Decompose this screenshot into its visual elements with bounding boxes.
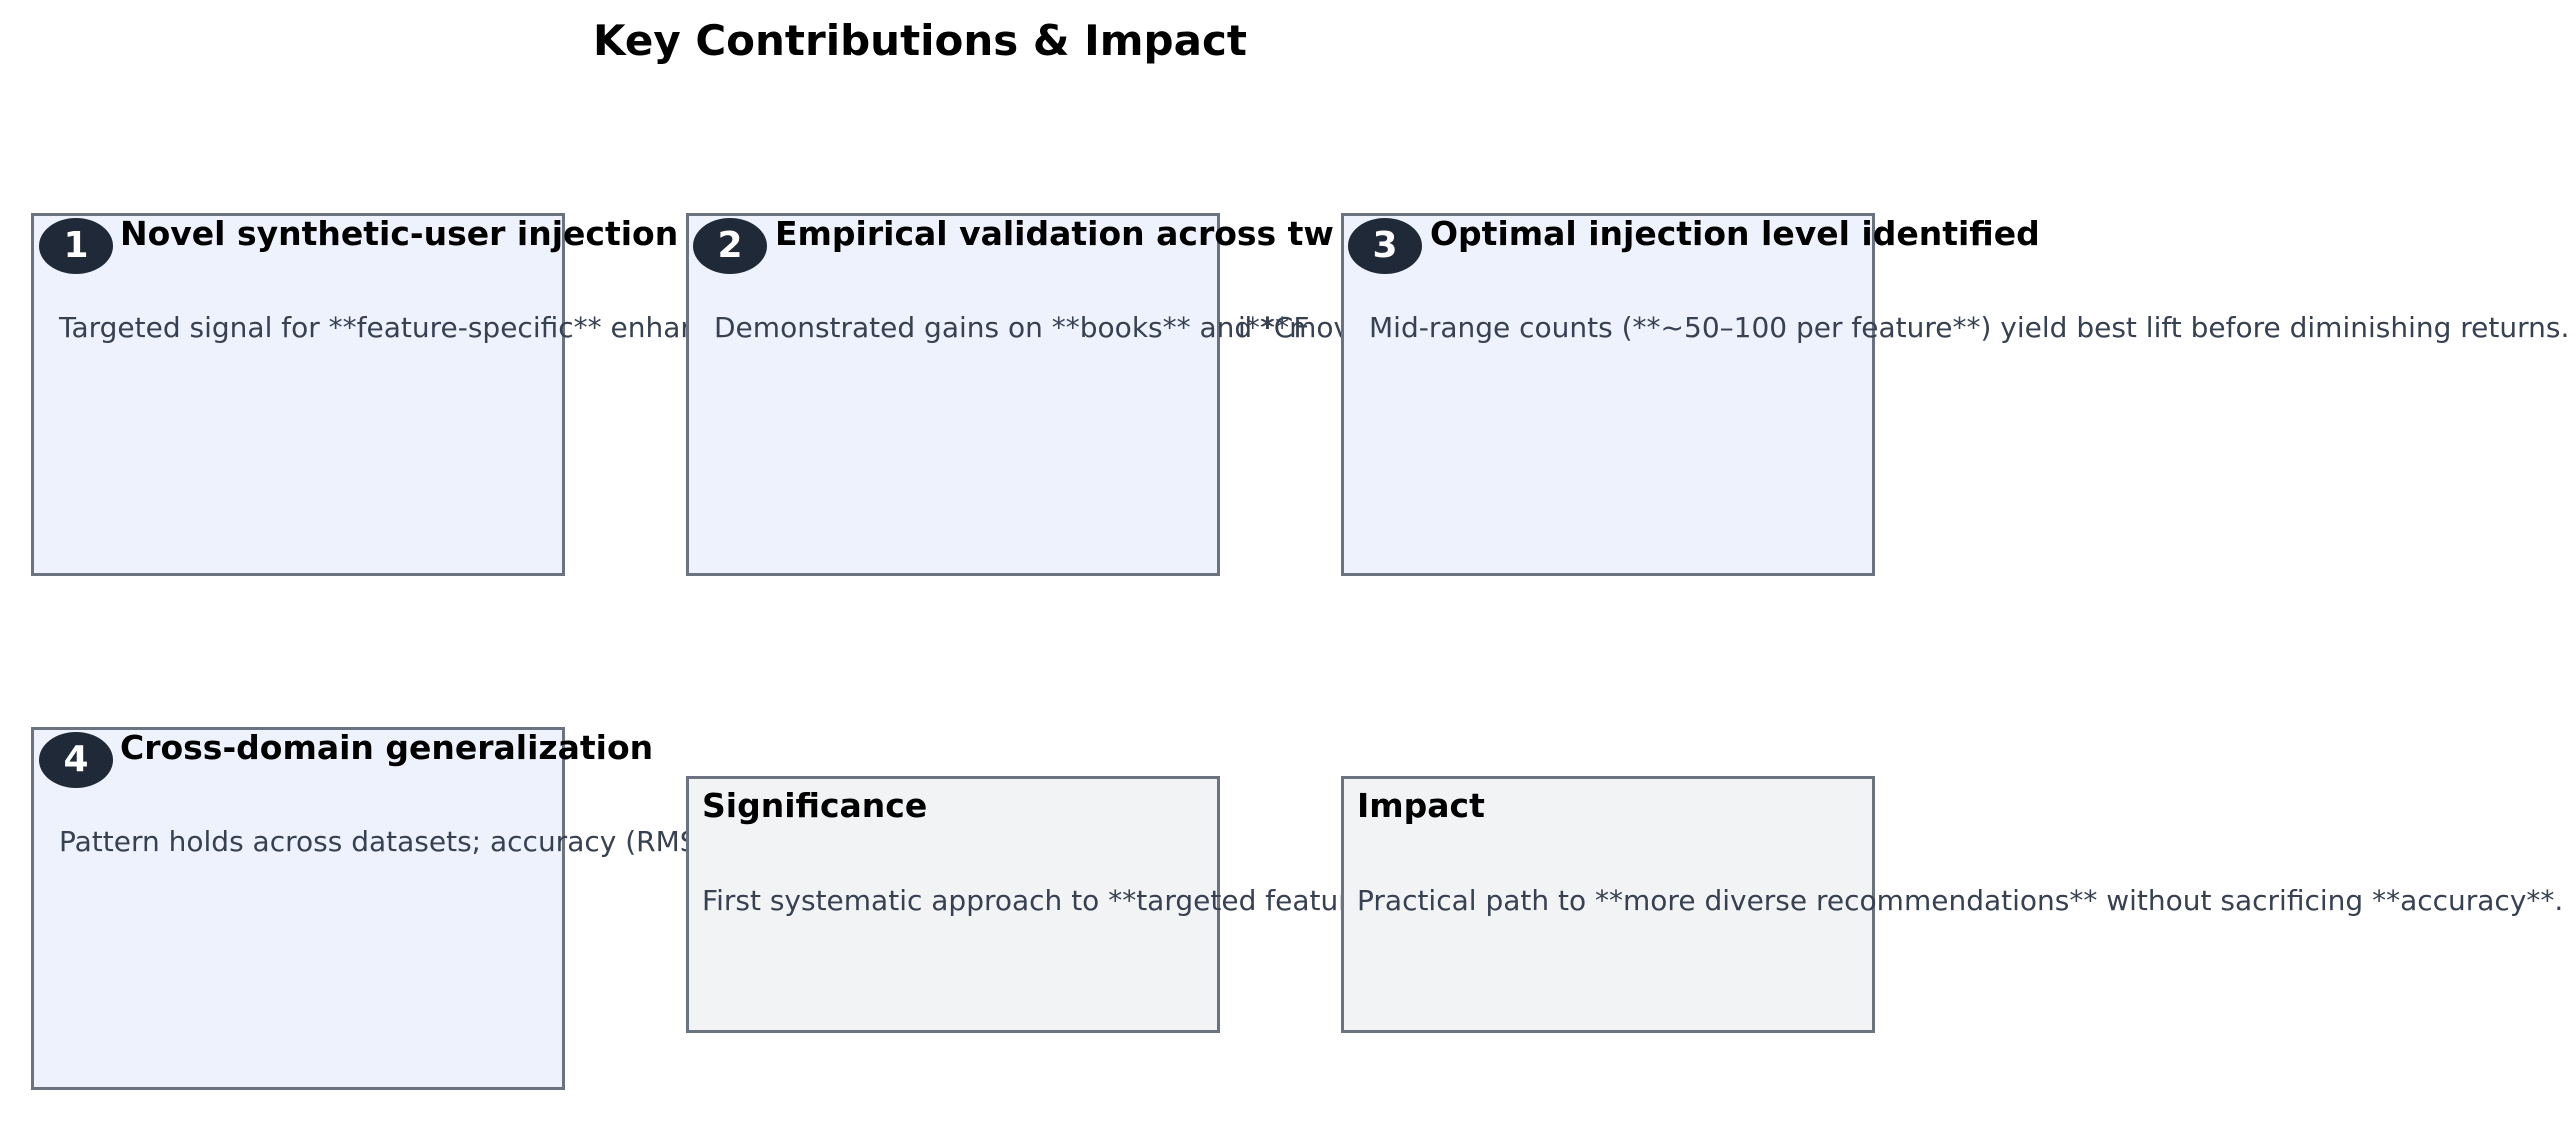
page-title: Key Contributions & Impact: [593, 16, 1247, 65]
significance-body: First systematic approach to **targeted …: [702, 884, 1350, 917]
number-badge-3: 3: [1348, 218, 1422, 274]
significance-heading: Significance: [702, 786, 928, 825]
impact-heading: Impact: [1357, 786, 1485, 825]
contribution-heading-1: Novel synthetic-user injection: [120, 214, 679, 253]
contribution-body-4: Pattern holds across datasets; accuracy …: [59, 825, 698, 858]
impact-card: [1341, 776, 1875, 1033]
contribution-heading-2: Empirical validation across tw: [775, 214, 1334, 253]
contribution-body-2: Demonstrated gains on **books** and **mo…: [714, 311, 1351, 344]
number-badge-4: 4: [39, 732, 113, 788]
contribution-card-1: [31, 213, 565, 576]
contribution-card-4: [31, 727, 565, 1090]
contribution-card-3: [1341, 213, 1875, 576]
contribution-body-3: Mid-range counts (**~50–100 per feature*…: [1369, 311, 2570, 344]
impact-body: Practical path to **more diverse recomme…: [1357, 884, 2564, 917]
contribution-body-1: Targeted signal for **feature-specific**…: [59, 311, 692, 344]
contribution-card-2: [686, 213, 1220, 576]
number-badge-2: 2: [693, 218, 767, 274]
significance-card: [686, 776, 1220, 1033]
contribution-heading-3: Optimal injection level identified: [1430, 214, 2040, 253]
contribution-heading-4: Cross-domain generalization: [120, 728, 654, 767]
contribution-body-2-overflow: i**CF: [1238, 311, 1310, 344]
number-badge-1: 1: [39, 218, 113, 274]
